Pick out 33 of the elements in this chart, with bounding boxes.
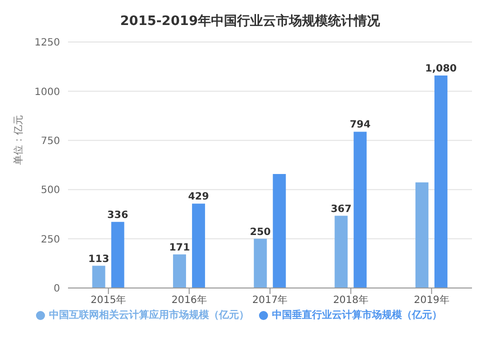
legend-label: 中国垂直行业云计算市场规模（亿元）: [272, 310, 442, 321]
x-tick-label: 2019年: [414, 294, 450, 306]
data-label: 113: [88, 254, 110, 265]
bar: [434, 75, 448, 288]
data-label: 794: [350, 120, 371, 131]
x-tick-label: 2016年: [171, 294, 207, 306]
chart-title: 2015-2019年中国行业云市场规模统计情况: [119, 12, 381, 30]
data-label: 336: [107, 210, 128, 221]
x-tick-label: 2015年: [90, 294, 126, 306]
y-tick-label: 0: [54, 284, 60, 295]
data-label: 429: [188, 192, 210, 203]
bar: [173, 254, 186, 288]
bar: [272, 174, 286, 288]
bar: [334, 216, 348, 288]
data-label: 367: [330, 204, 352, 215]
data-label: 171: [169, 242, 190, 254]
bar: [92, 266, 106, 288]
y-axis-title: 单位：亿元: [12, 115, 25, 165]
data-label: 250: [250, 226, 271, 238]
bar: [354, 132, 367, 288]
bar: [192, 204, 206, 288]
y-tick-label: 250: [40, 234, 60, 246]
y-tick-label: 1000: [34, 86, 60, 98]
bar: [254, 238, 267, 288]
y-tick-label: 500: [40, 185, 60, 196]
y-tick-label: 1250: [34, 38, 60, 49]
legend-label: 中国互联网相关云计算应用市场规模（亿元）: [49, 310, 249, 321]
bar: [415, 182, 428, 288]
data-label: 1,080: [425, 63, 457, 74]
bar: [111, 222, 124, 288]
x-tick-label: 2017年: [252, 294, 288, 306]
x-tick-label: 2018年: [333, 294, 369, 306]
y-tick-label: 750: [40, 136, 60, 147]
